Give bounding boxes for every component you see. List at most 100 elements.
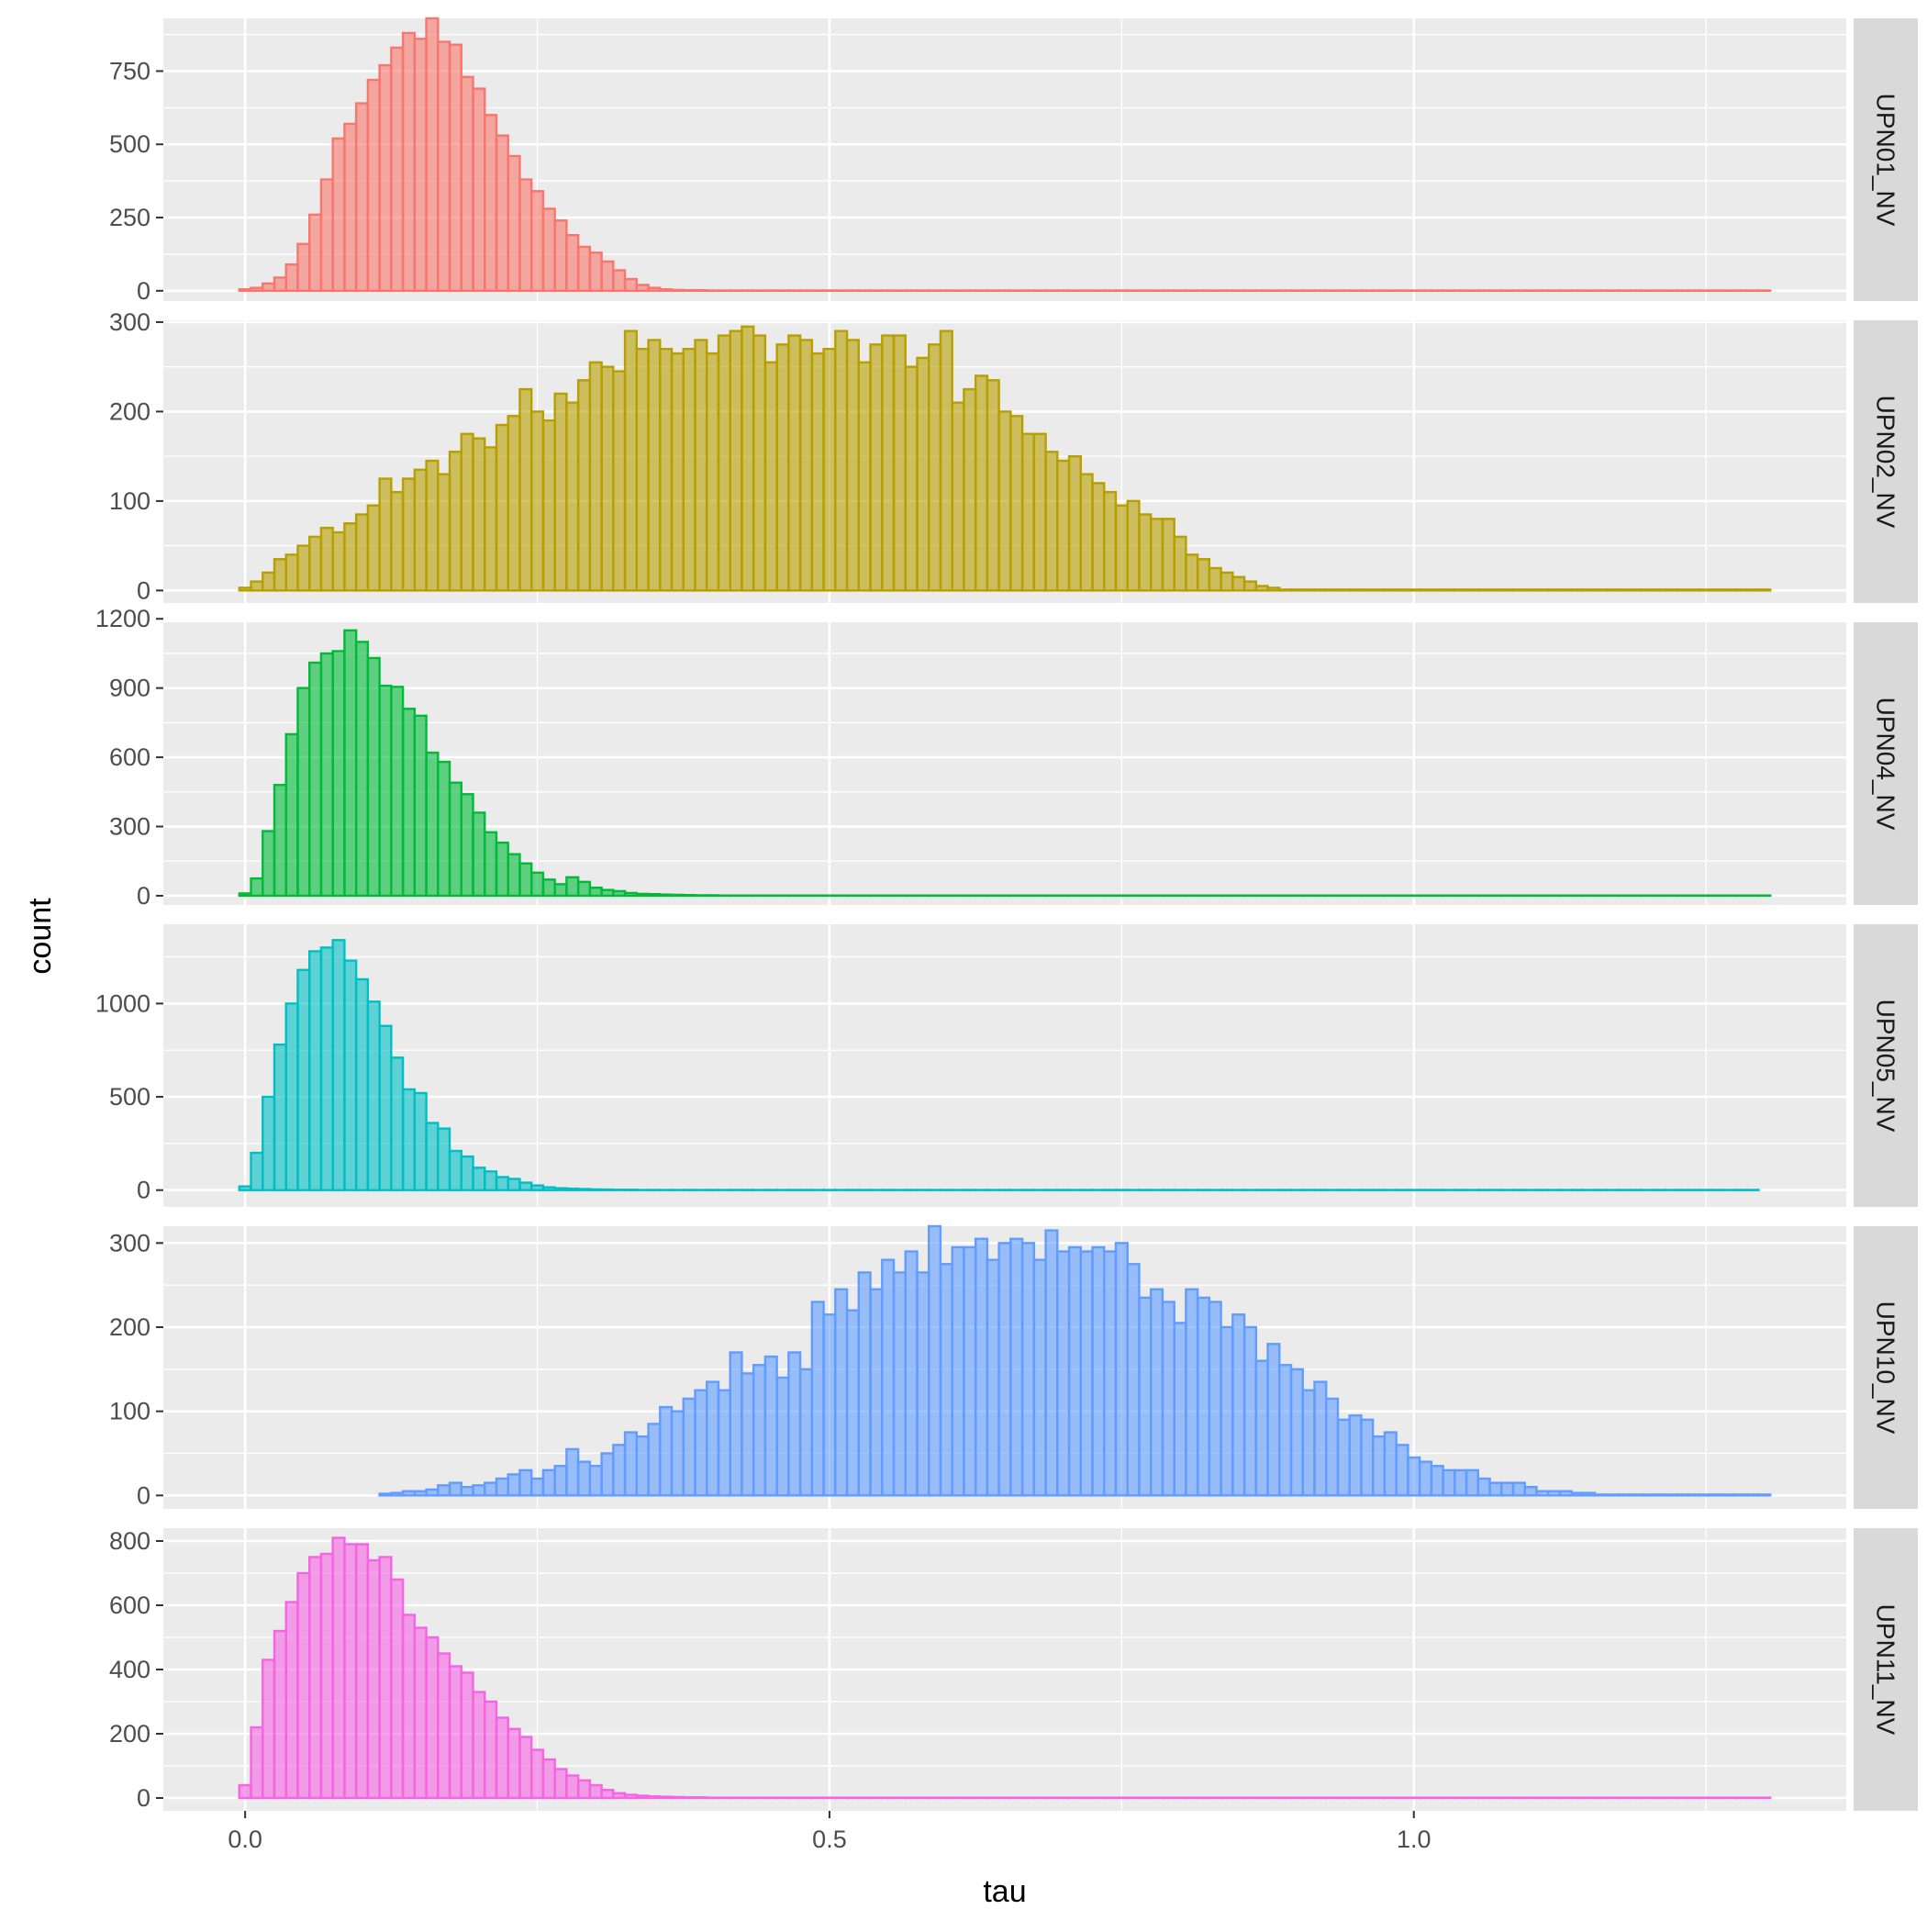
histogram-bar [391, 1057, 403, 1189]
histogram-bar [462, 794, 473, 896]
histogram-bar [1046, 1231, 1058, 1496]
histogram-bar [906, 367, 918, 591]
y-tick-label: 200 [109, 1720, 150, 1748]
histogram-bar [1420, 589, 1431, 590]
histogram-bar [333, 940, 345, 1189]
histogram-bar [1128, 1264, 1140, 1495]
histogram-bar [1128, 501, 1140, 590]
histogram-bar [1256, 586, 1268, 590]
histogram-bar [625, 331, 637, 591]
histogram-bar [1151, 1290, 1163, 1496]
histogram-bar [450, 1483, 462, 1496]
histogram-bar [649, 894, 661, 896]
histogram-bar [1525, 589, 1537, 590]
histogram-bar [859, 363, 871, 591]
histogram-bar [496, 425, 508, 590]
histogram-bar [1619, 589, 1631, 590]
histogram-bar [1676, 1494, 1688, 1495]
histogram-bar [975, 1239, 987, 1496]
histogram-bar [251, 1727, 263, 1798]
histogram-bar [1081, 1252, 1093, 1496]
histogram-bar [684, 1797, 696, 1798]
histogram-bar [1548, 1491, 1560, 1496]
histogram-bar [684, 1399, 696, 1495]
y-axis-title: count [23, 898, 58, 975]
histogram-bar [1607, 589, 1619, 590]
histogram-bar [1163, 1302, 1175, 1496]
histogram-bar [251, 1153, 263, 1190]
histogram-bar [917, 1272, 929, 1495]
histogram-bar [964, 1247, 975, 1495]
histogram-bar [906, 1252, 918, 1496]
histogram-bar [882, 1260, 894, 1496]
histogram-bar [473, 1485, 485, 1495]
histogram-bar [391, 1580, 403, 1798]
histogram-bar [462, 1487, 473, 1495]
histogram-bar [262, 284, 274, 291]
histogram-bar [707, 353, 718, 590]
histogram-bar [344, 961, 356, 1190]
histogram-bar [438, 1129, 450, 1190]
histogram-bar [765, 1357, 777, 1495]
histogram-bar [695, 1797, 707, 1798]
histogram-bar [637, 1796, 649, 1798]
histogram-bar [519, 864, 531, 896]
histogram-bar [1560, 589, 1572, 590]
histogram-bar [660, 289, 672, 291]
histogram-bar [251, 288, 263, 291]
histogram-bar [625, 279, 637, 291]
histogram-bar [274, 277, 286, 290]
histogram-bar [555, 1466, 567, 1495]
histogram-bar [1478, 1479, 1490, 1495]
histogram-bar [625, 1795, 637, 1799]
histogram-bar [800, 340, 812, 590]
histogram-bar [555, 1770, 567, 1799]
panels-layer: 0250500750UPN01_NV0100200300UPN02_NV0300… [95, 18, 1918, 1853]
histogram-bar [1688, 589, 1700, 590]
histogram-bar [1175, 1323, 1186, 1495]
histogram-bar [1478, 589, 1490, 590]
histogram-bar [1186, 1290, 1197, 1496]
histogram-bar [356, 104, 368, 291]
histogram-bar [496, 136, 508, 291]
histogram-bar [777, 344, 789, 590]
histogram-bar [462, 1156, 473, 1190]
histogram-bar [473, 439, 485, 591]
histogram-bar [1034, 1260, 1046, 1496]
histogram-bar [660, 1407, 672, 1495]
histogram-bar [613, 1793, 625, 1798]
histogram-bar [543, 1759, 555, 1798]
histogram-bar [1373, 589, 1385, 590]
histogram-bar [929, 1226, 941, 1495]
histogram-bar [1688, 1494, 1700, 1495]
histogram-bar [286, 1003, 298, 1189]
histogram-bar [999, 1243, 1011, 1495]
y-tick-label: 600 [109, 1591, 150, 1619]
histogram-bar [1560, 1491, 1572, 1496]
histogram-bar [1361, 589, 1373, 590]
histogram-bar [403, 1089, 415, 1190]
histogram-bar [871, 344, 883, 590]
histogram-bar [1654, 1494, 1665, 1495]
facet-strip-label: UPN05_NV [1872, 1000, 1900, 1133]
histogram-bar [1350, 589, 1362, 590]
histogram-bar [613, 270, 625, 290]
histogram-bar [1735, 589, 1747, 590]
histogram-bar [333, 532, 345, 590]
histogram-bar [485, 1483, 496, 1496]
histogram-bar [566, 1776, 578, 1799]
histogram-bar [625, 893, 637, 896]
histogram-bar [368, 506, 380, 591]
histogram-bar [602, 890, 614, 896]
histogram-bar [1022, 434, 1034, 591]
histogram-bar [590, 1785, 602, 1798]
histogram-bar [1466, 1470, 1478, 1496]
histogram-bar [1057, 1252, 1069, 1496]
histogram-bar [1408, 589, 1420, 590]
histogram-bar [286, 264, 298, 291]
histogram-bar [741, 327, 753, 591]
histogram-bar [695, 895, 707, 896]
histogram-bar [555, 220, 567, 291]
